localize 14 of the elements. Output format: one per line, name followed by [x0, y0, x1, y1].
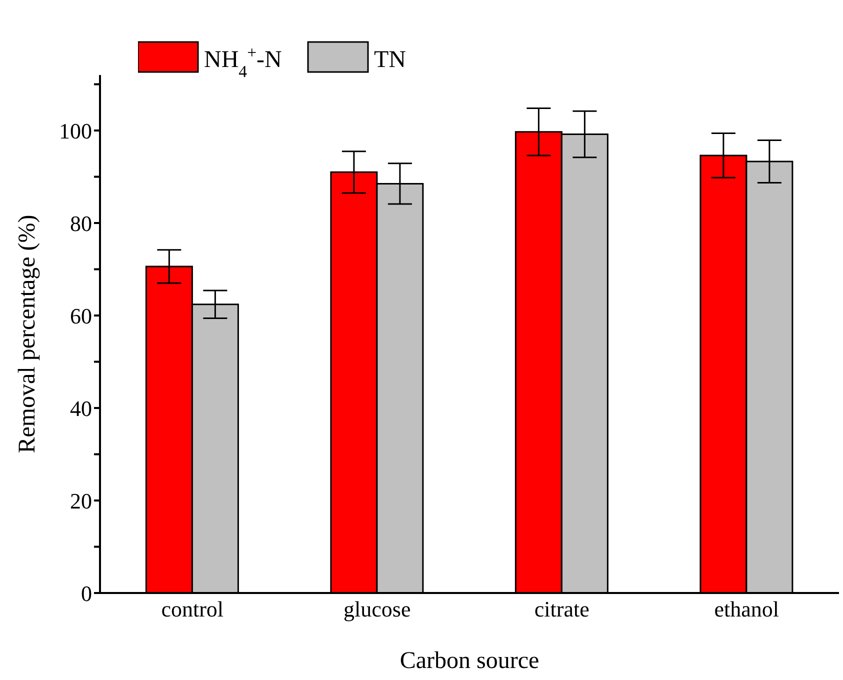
y-axis-title: Removal percentage (%): [14, 214, 41, 454]
legend-label: TN: [374, 47, 406, 73]
y-tick-label: 100: [59, 118, 92, 144]
x-tick-label: citrate: [534, 596, 590, 622]
x-tick-label: glucose: [344, 596, 411, 622]
y-tick-label: 0: [81, 580, 92, 606]
legend-label: NH$_{4}$$^{+}$-N: [204, 42, 282, 80]
x-tick-label: ethanol: [714, 596, 780, 622]
y-tick-label: 40: [70, 396, 92, 421]
y-tick-label: 60: [70, 303, 92, 328]
x-axis-title: Carbon source: [400, 648, 540, 674]
x-tick-label: control: [161, 596, 224, 622]
y-tick-label: 80: [70, 210, 92, 236]
y-tick-label: 20: [70, 488, 92, 514]
